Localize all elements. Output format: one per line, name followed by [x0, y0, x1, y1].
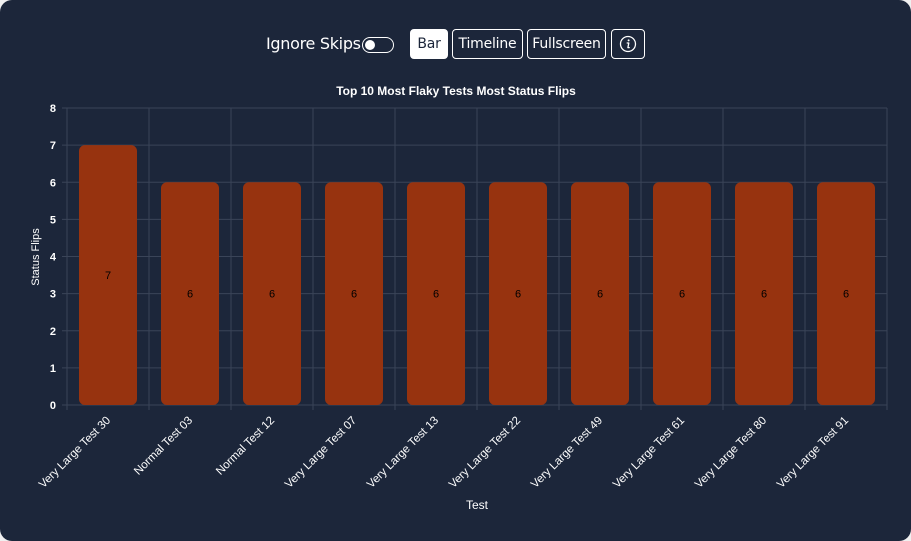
bar-value-label: 6 — [187, 289, 193, 301]
bar-value-label: 6 — [679, 289, 685, 301]
x-tick-label: Very Large Test 22 — [447, 415, 523, 491]
y-tick-label: 0 — [50, 400, 56, 412]
x-tick-label: Very Large Test 07 — [283, 415, 359, 491]
bar-value-label: 6 — [433, 289, 439, 301]
x-tick-label: Normal Test 03 — [132, 415, 195, 478]
x-axis-title: Test — [466, 498, 489, 512]
bar-value-label: 6 — [515, 289, 521, 301]
bar-value-label: 6 — [843, 289, 849, 301]
bar-value-label: 6 — [269, 289, 275, 301]
y-tick-label: 6 — [50, 177, 56, 189]
chart-title: Top 10 Most Flaky Tests Most Status Flip… — [336, 84, 576, 98]
bar-value-label: 6 — [761, 289, 767, 301]
y-tick-label: 7 — [50, 140, 56, 152]
x-tick-label: Very Large Test 49 — [529, 415, 605, 491]
x-tick-label: Very Large Test 61 — [611, 415, 687, 491]
y-tick-label: 8 — [50, 103, 56, 115]
bar-value-label: 6 — [597, 289, 603, 301]
bar-value-label: 7 — [105, 270, 111, 282]
y-tick-label: 1 — [50, 363, 56, 375]
x-tick-label: Very Large Test 80 — [693, 415, 769, 491]
bar-value-label: 6 — [351, 289, 357, 301]
y-axis-title: Status Flips — [30, 228, 42, 286]
x-tick-label: Normal Test 12 — [214, 415, 277, 478]
x-tick-label: Very Large Test 91 — [775, 415, 851, 491]
y-tick-label: 3 — [50, 289, 56, 301]
y-tick-label: 5 — [50, 214, 56, 226]
x-tick-label: Very Large Test 13 — [365, 415, 441, 491]
y-tick-label: 2 — [50, 326, 56, 338]
y-tick-label: 4 — [50, 252, 57, 264]
x-tick-label: Very Large Test 30 — [37, 415, 113, 491]
